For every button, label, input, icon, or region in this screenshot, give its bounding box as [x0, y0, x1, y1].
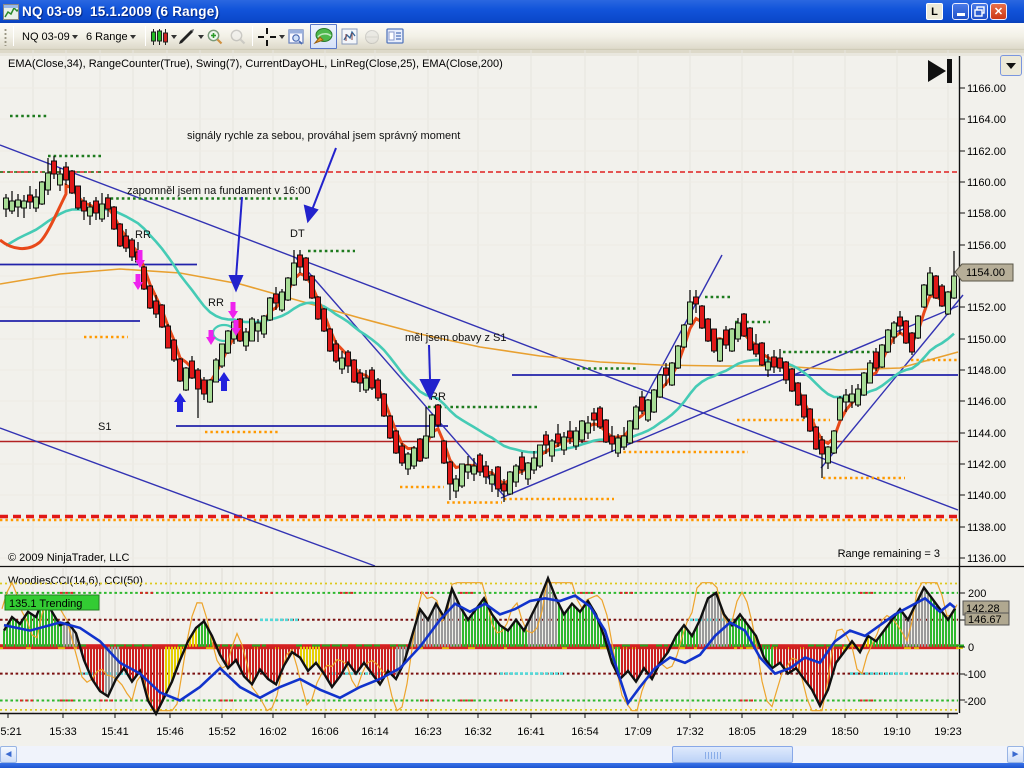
svg-text:WoodiesCCI(14,6), CCI(50): WoodiesCCI(14,6), CCI(50) [8, 575, 143, 587]
svg-text:18:50: 18:50 [831, 726, 859, 738]
svg-text:© 2009 NinjaTrader, LLC: © 2009 NinjaTrader, LLC [8, 552, 129, 564]
svg-text:19:23: 19:23 [934, 726, 962, 738]
svg-text:18:05: 18:05 [728, 726, 756, 738]
svg-text:1152.00: 1152.00 [967, 302, 1006, 314]
svg-text:200: 200 [968, 588, 986, 600]
svg-text:135.1 Trending: 135.1 Trending [9, 598, 82, 610]
svg-text:1148.00: 1148.00 [967, 365, 1006, 377]
svg-text:1156.00: 1156.00 [967, 240, 1006, 252]
svg-text:19:10: 19:10 [883, 726, 911, 738]
svg-text:1162.00: 1162.00 [967, 146, 1006, 158]
svg-text:15:52: 15:52 [208, 726, 236, 738]
svg-text:1160.00: 1160.00 [967, 177, 1006, 189]
svg-text:18:29: 18:29 [779, 726, 807, 738]
svg-text:1140.00: 1140.00 [967, 490, 1006, 502]
svg-text:142.28: 142.28 [966, 603, 1000, 615]
svg-text:16:41: 16:41 [517, 726, 545, 738]
svg-text:S1: S1 [98, 421, 111, 433]
svg-text:Range remaining = 3: Range remaining = 3 [838, 548, 940, 560]
svg-text:1144.00: 1144.00 [967, 428, 1006, 440]
svg-text:1154.00: 1154.00 [966, 267, 1005, 279]
svg-text:měl jsem obavy z S1: měl jsem obavy z S1 [405, 332, 506, 344]
svg-text:-200: -200 [964, 696, 986, 708]
svg-text:16:14: 16:14 [361, 726, 389, 738]
svg-text:15:41: 15:41 [101, 726, 129, 738]
svg-text:1146.00: 1146.00 [967, 396, 1006, 408]
svg-text:1164.00: 1164.00 [967, 114, 1006, 126]
svg-text:1158.00: 1158.00 [967, 208, 1006, 220]
svg-text:1166.00: 1166.00 [967, 83, 1006, 95]
svg-text:16:23: 16:23 [414, 726, 442, 738]
svg-text:1150.00: 1150.00 [967, 334, 1006, 346]
svg-text:zapomněl jsem na fundament v 1: zapomněl jsem na fundament v 16:00 [127, 185, 310, 197]
svg-text:-100: -100 [964, 669, 986, 681]
svg-text:16:54: 16:54 [571, 726, 599, 738]
svg-text:15:46: 15:46 [156, 726, 184, 738]
svg-text:DT: DT [290, 228, 305, 240]
svg-text:146.67: 146.67 [968, 614, 1002, 626]
svg-text:RR: RR [135, 229, 151, 241]
svg-text:RR: RR [430, 391, 446, 403]
svg-text:EMA(Close,34), RangeCounter(Tr: EMA(Close,34), RangeCounter(True), Swing… [8, 58, 503, 70]
svg-text:1138.00: 1138.00 [967, 522, 1006, 534]
svg-text:16:32: 16:32 [464, 726, 492, 738]
svg-text:signály rychle za sebou, prová: signály rychle za sebou, prováhal jsem s… [187, 130, 460, 142]
svg-text:15:21: 15:21 [0, 726, 22, 738]
svg-text:1142.00: 1142.00 [967, 459, 1006, 471]
svg-text:17:09: 17:09 [624, 726, 652, 738]
svg-text:16:02: 16:02 [259, 726, 287, 738]
svg-text:0: 0 [968, 642, 974, 654]
svg-text:17:32: 17:32 [676, 726, 704, 738]
svg-text:16:06: 16:06 [311, 726, 339, 738]
svg-text:RR: RR [208, 297, 224, 309]
svg-text:1136.00: 1136.00 [967, 553, 1006, 565]
svg-text:15:33: 15:33 [49, 726, 77, 738]
